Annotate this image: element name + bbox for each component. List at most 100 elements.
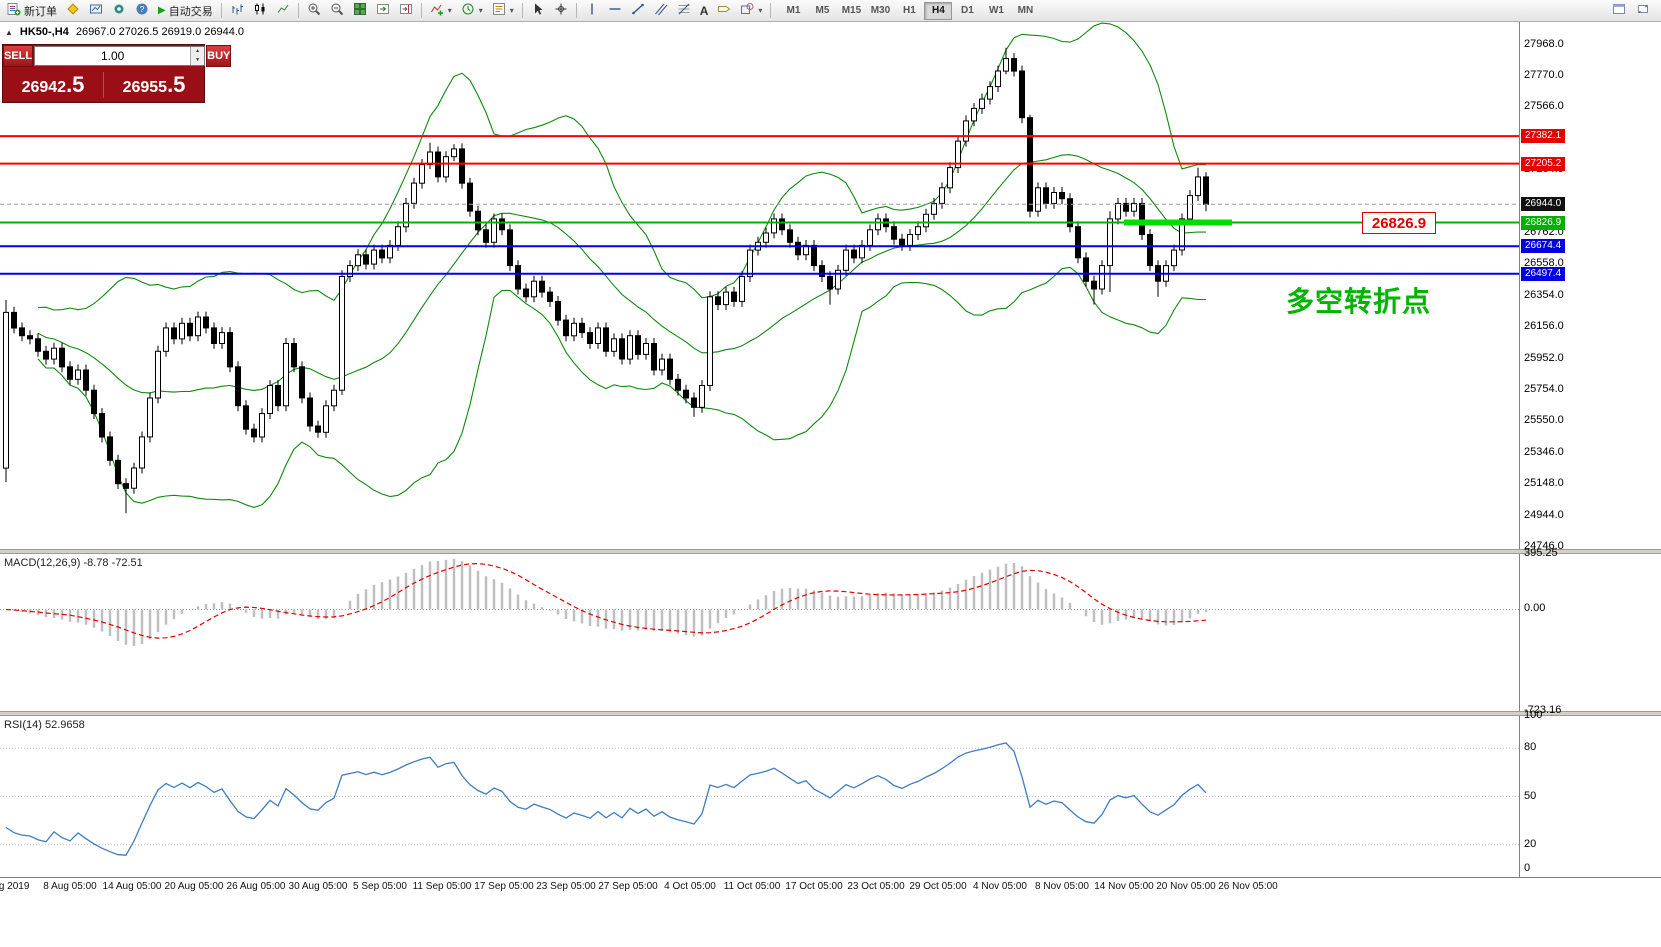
vertical-line-button[interactable] [581, 1, 603, 21]
one-click-panel-toggle[interactable]: ▲ [5, 27, 13, 37]
price-axis-tick: 24746.0 [1524, 539, 1564, 552]
price-axis-tick: 0.00 [1524, 602, 1546, 615]
tf-button-h1[interactable]: H1 [903, 5, 916, 16]
sell-button[interactable]: SELL [3, 45, 34, 67]
price-axis-badge: 26674.4 [1521, 239, 1566, 254]
time-axis-label: 26 Nov 05:00 [1218, 881, 1278, 892]
line-chart-icon [276, 2, 290, 19]
tf-button-w1[interactable]: W1 [988, 5, 1004, 16]
sell-price-main: 26942 [21, 78, 67, 96]
tile-windows-button[interactable] [349, 1, 371, 21]
price-axis[interactable]: 27968.027770.027566.027164.026762.026558… [1519, 22, 1661, 878]
text-label-icon [717, 2, 731, 19]
fibonacci-button[interactable] [673, 1, 695, 21]
price-axis-tick: 27566.0 [1524, 100, 1564, 113]
toolbar-right-group [1608, 1, 1654, 21]
docking-icon [1612, 2, 1626, 19]
zoom-out-icon [330, 2, 344, 19]
time-axis-label: 14 Aug 05:00 [102, 881, 162, 892]
price-axis-tick: 25952.0 [1524, 351, 1564, 364]
time-axis-label: 5 Sep 05:00 [353, 881, 407, 892]
rsi-label: RSI(14) 52.9658 [4, 719, 85, 731]
options-button[interactable] [108, 1, 130, 21]
time-axis-label: 23 Oct 05:00 [847, 881, 905, 892]
one-click-trade-panel: SELL ▲ ▼ BUY 26942 .5 26955 .5 [2, 44, 232, 103]
chart-text-annotation[interactable]: 多空转折点 [1286, 286, 1432, 317]
volume-spinner: ▲ ▼ [190, 47, 205, 65]
panel-divider-rsi[interactable] [0, 711, 1661, 716]
price-axis-tick: 25346.0 [1524, 446, 1564, 459]
autotrading-play-icon: ▶ [158, 5, 166, 16]
zoom-in-button[interactable] [303, 1, 325, 21]
time-axis-label: 8 Nov 05:00 [1035, 881, 1089, 892]
time-axis-label: 26 Aug 05:00 [226, 881, 286, 892]
periods-button[interactable]: ▾ [457, 1, 487, 21]
tf-button-d1[interactable]: D1 [961, 5, 974, 16]
equidistant-channel-button[interactable] [650, 1, 672, 21]
zoom-out-button[interactable] [326, 1, 348, 21]
shapes-icon [740, 2, 754, 19]
tf-button-m5[interactable]: M5 [815, 5, 830, 16]
fibonacci-icon [677, 2, 691, 19]
metaeditor-button[interactable] [62, 1, 84, 21]
panel-divider-macd[interactable] [0, 549, 1661, 554]
horizontal-line-button[interactable] [604, 1, 626, 21]
volume-box: ▲ ▼ [34, 46, 206, 66]
time-axis-label: 4 Nov 05:00 [973, 881, 1027, 892]
templates-icon [492, 2, 506, 19]
line-chart-button[interactable] [272, 1, 294, 21]
volume-spinner-up[interactable]: ▲ [191, 47, 205, 56]
time-axis-label: 23 Sep 05:00 [536, 881, 596, 892]
tf-button-m1[interactable]: M1 [786, 5, 801, 16]
time-axis-label: 17 Oct 05:00 [785, 881, 843, 892]
candlestick-icon [253, 2, 267, 19]
candlestick-chart-button[interactable] [249, 1, 271, 21]
tf-button-mn[interactable]: MN [1017, 5, 1034, 16]
time-axis-label: 17 Sep 05:00 [474, 881, 534, 892]
indicators-icon [430, 2, 444, 19]
equidistant-channel-icon [654, 2, 668, 19]
text-label-button[interactable] [713, 1, 735, 21]
tf-button-m15[interactable]: M15 [841, 5, 862, 16]
crosshair-button[interactable] [550, 1, 572, 21]
templates-button[interactable]: ▾ [488, 1, 518, 21]
price-level-tag[interactable]: 26826.9 [1362, 212, 1436, 234]
autotrading-button[interactable]: ▶ 自动交易 [154, 1, 217, 21]
volume-spinner-down[interactable]: ▼ [191, 56, 205, 65]
price-axis-badge: 26497.4 [1521, 266, 1566, 281]
price-axis-badge: 26826.9 [1521, 215, 1566, 230]
crosshair-icon [554, 2, 568, 19]
time-axis-label: 4 Oct 05:00 [664, 881, 716, 892]
trendline-button[interactable] [627, 1, 649, 21]
indicators-button[interactable]: ▾ [426, 1, 456, 21]
buy-price[interactable]: 26955 .5 [104, 72, 204, 98]
horizontal-line-icon [608, 2, 622, 19]
buy-button[interactable]: BUY [206, 45, 232, 67]
tile-windows-icon [353, 2, 367, 19]
tf-button-h4[interactable]: H4 [924, 1, 953, 20]
sell-price[interactable]: 26942 .5 [3, 71, 104, 98]
bar-chart-button[interactable] [226, 1, 248, 21]
fullscreen-button[interactable] [1632, 1, 1654, 21]
shapes-button[interactable]: ▾ [736, 1, 766, 21]
price-axis-badge: 27205.2 [1521, 156, 1566, 171]
help-button[interactable]: ? [131, 1, 153, 21]
toolbar-separator [770, 3, 772, 18]
docking-button[interactable] [1608, 1, 1630, 21]
chart-shift-button[interactable] [395, 1, 417, 21]
cursor-button[interactable] [527, 1, 549, 21]
strategy-tester-icon [89, 2, 103, 19]
strategy-tester-button[interactable] [85, 1, 107, 21]
price-axis-badge: 26944.0 [1521, 197, 1566, 212]
chevron-down-icon: ▾ [447, 6, 452, 15]
candlestick-chart [0, 22, 1519, 514]
new-order-button[interactable]: 新订单 [3, 1, 61, 21]
price-axis-tick: 0 [1524, 862, 1531, 874]
tf-button-m30[interactable]: M30 [870, 5, 891, 16]
text-button[interactable]: A [696, 1, 713, 21]
volume-input[interactable] [35, 47, 191, 65]
price-axis-badge: 27382.1 [1521, 129, 1566, 144]
auto-scroll-button[interactable] [372, 1, 394, 21]
